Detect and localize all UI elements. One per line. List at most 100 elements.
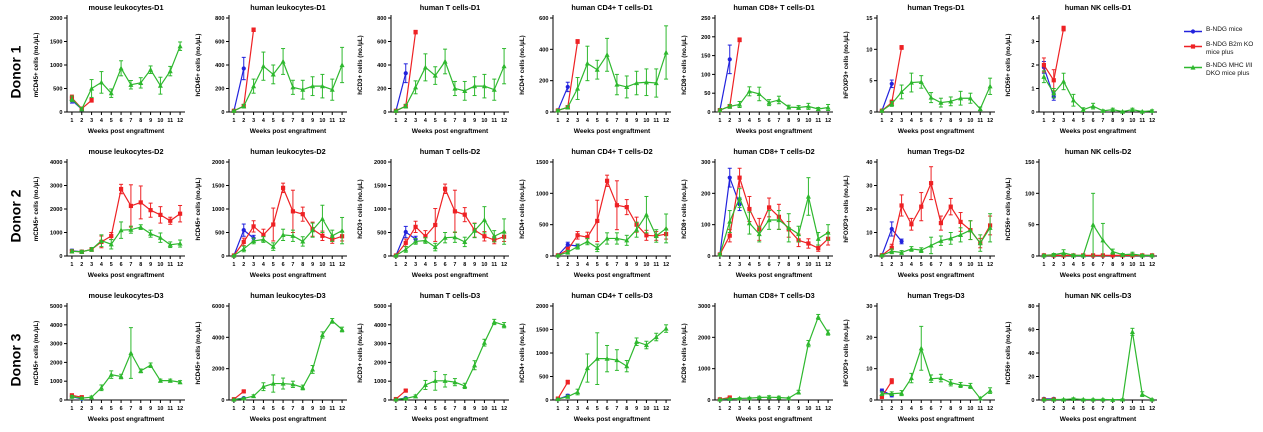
svg-text:human CD8+ T cells-D3: human CD8+ T cells-D3 [733,291,814,300]
svg-text:12: 12 [1149,262,1155,268]
svg-text:12: 12 [501,262,507,268]
svg-text:2: 2 [404,118,407,124]
svg-text:6: 6 [120,262,123,268]
svg-text:5: 5 [1082,118,1085,124]
svg-text:100: 100 [701,223,710,229]
chart-human-leukocytes-d3: human leukocytes-D3 hCD45+ cells (no./µL)… [195,291,347,423]
svg-text:1: 1 [556,262,559,268]
svg-text:12: 12 [987,262,993,268]
svg-text:human NK cells-D2: human NK cells-D2 [1065,147,1132,156]
svg-text:400: 400 [539,47,548,53]
svg-text:7: 7 [939,406,942,412]
svg-text:3: 3 [900,406,903,412]
svg-text:2: 2 [728,406,731,412]
svg-text:11: 11 [653,406,659,412]
svg-text:9: 9 [311,406,314,412]
chart-human-tregs-d2: human Tregs-D2 hFOXP3+ cells (no./µL) 0 10 2… [843,147,995,279]
svg-text:5: 5 [434,262,437,268]
svg-text:hFOXP3+ cells (no./µL): hFOXP3+ cells (no./µL) [843,31,850,98]
svg-text:8: 8 [1111,118,1114,124]
svg-text:2: 2 [1052,406,1055,412]
svg-text:8: 8 [1111,406,1114,412]
svg-text:9: 9 [635,406,638,412]
svg-text:6: 6 [606,118,609,124]
svg-text:1: 1 [1042,262,1045,268]
svg-text:7: 7 [1101,262,1104,268]
svg-text:0: 0 [221,254,224,260]
svg-text:hCD4+ cells (no./µL): hCD4+ cells (no./µL) [519,35,526,94]
svg-text:Weeks post engraftment: Weeks post engraftment [1060,128,1137,135]
svg-text:6: 6 [282,406,285,412]
svg-text:Weeks post engraftment: Weeks post engraftment [736,128,813,135]
svg-text:6: 6 [120,406,123,412]
svg-text:50: 50 [1028,223,1034,229]
svg-text:4000: 4000 [50,323,62,329]
svg-text:6: 6 [1092,118,1095,124]
svg-text:250: 250 [701,16,710,22]
svg-text:0: 0 [545,254,548,260]
svg-text:Weeks post engraftment: Weeks post engraftment [898,272,975,279]
svg-text:Weeks post engraftment: Weeks post engraftment [1060,272,1137,279]
svg-text:hCD8+ cells (no./µL): hCD8+ cells (no./µL) [681,179,688,238]
svg-text:4: 4 [424,406,427,412]
svg-text:3: 3 [1031,40,1034,46]
svg-text:4: 4 [262,406,265,412]
donor-3-row: Donor 3 mouse leukocytes-D3 mCD45+ cells … [0,288,1263,432]
svg-text:7: 7 [939,118,942,124]
svg-text:0: 0 [1031,398,1034,404]
svg-text:8: 8 [949,118,952,124]
svg-text:2000: 2000 [50,16,62,22]
svg-text:10: 10 [866,367,872,373]
svg-text:12: 12 [825,406,831,412]
svg-text:10: 10 [866,231,872,237]
svg-text:hCD56+ cells (no./µL): hCD56+ cells (no./µL) [1005,322,1012,385]
svg-text:5: 5 [596,406,599,412]
legend-circle-marker-icon [1184,29,1202,34]
svg-text:hCD45+ cells (no./µL): hCD45+ cells (no./µL) [195,322,202,385]
svg-text:500: 500 [53,87,62,93]
svg-text:Weeks post engraftment: Weeks post engraftment [1060,416,1137,423]
svg-text:800: 800 [215,16,224,22]
svg-text:5: 5 [110,406,113,412]
svg-text:human leukocytes-D2: human leukocytes-D2 [250,147,325,156]
svg-text:12: 12 [1149,118,1155,124]
svg-text:7: 7 [291,118,294,124]
svg-text:2000: 2000 [698,335,710,341]
svg-text:3: 3 [252,118,255,124]
svg-text:Weeks post engraftment: Weeks post engraftment [88,272,165,279]
svg-text:5: 5 [758,406,761,412]
svg-text:Weeks post engraftment: Weeks post engraftment [88,128,165,135]
legend-label-bndg-mice: B-NDG mice [1206,26,1243,33]
donor-3-charts: mouse leukocytes-D3 mCD45+ cells (no./µL)… [30,288,1164,432]
svg-text:1: 1 [70,406,73,412]
svg-text:mCD45+ cells (no./µL): mCD45+ cells (no./µL) [33,321,40,386]
svg-text:3: 3 [738,118,741,124]
svg-text:human CD4+ T cells-D1: human CD4+ T cells-D1 [571,3,652,12]
svg-text:2: 2 [1031,63,1034,69]
svg-text:3: 3 [900,262,903,268]
svg-text:7: 7 [615,406,618,412]
svg-text:0: 0 [221,398,224,404]
svg-text:0: 0 [59,110,62,116]
donor-3-row-label: Donor 3 [0,288,30,432]
svg-text:5: 5 [110,118,113,124]
legend-label-b2m-ko: B-NDG B2m KO mice plus [1206,41,1254,57]
svg-text:7: 7 [291,262,294,268]
legend: B-NDG mice B-NDG B2m KO mice plus B-NDG … [1183,26,1263,84]
svg-text:600: 600 [215,40,224,46]
svg-text:1: 1 [1042,118,1045,124]
svg-text:8: 8 [787,406,790,412]
svg-text:2000: 2000 [50,360,62,366]
svg-text:150: 150 [1025,160,1034,166]
svg-text:3: 3 [1062,406,1065,412]
svg-text:human NK cells-D3: human NK cells-D3 [1065,291,1132,300]
svg-text:300: 300 [701,160,710,166]
svg-text:hCD8+ cells (no./µL): hCD8+ cells (no./µL) [681,35,688,94]
svg-text:human CD8+ T cells-D2: human CD8+ T cells-D2 [733,147,814,156]
svg-text:human T cells-D1: human T cells-D1 [420,3,480,12]
svg-text:11: 11 [815,406,821,412]
svg-text:8: 8 [625,262,628,268]
svg-text:3: 3 [414,406,417,412]
svg-text:9: 9 [959,118,962,124]
